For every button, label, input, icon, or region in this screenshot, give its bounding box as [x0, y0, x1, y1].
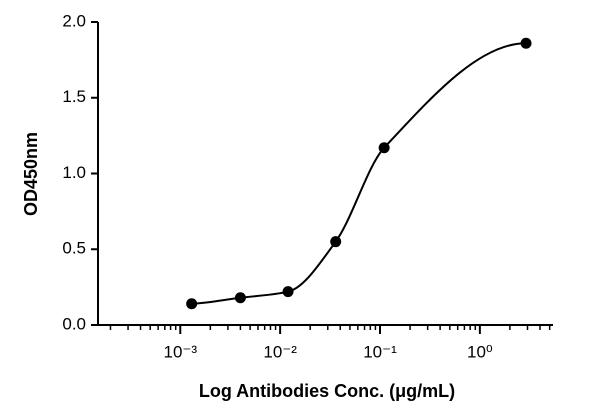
- x-tick-label: 10⁻¹: [363, 342, 397, 361]
- x-tick-label: 10⁻³: [164, 342, 198, 361]
- data-point: [520, 37, 532, 49]
- data-point: [186, 298, 198, 310]
- x-axis-title: Log Antibodies Conc. (μg/mL): [199, 381, 455, 401]
- y-tick-label: 2.0: [62, 11, 86, 30]
- y-tick-label: 1.0: [62, 163, 86, 182]
- data-point: [282, 286, 294, 298]
- y-tick-label: 0.0: [62, 314, 86, 333]
- data-point: [378, 142, 390, 154]
- x-tick-label: 10⁻²: [263, 342, 297, 361]
- data-point: [234, 292, 246, 304]
- fit-curve: [191, 42, 527, 305]
- y-tick-label: 0.5: [62, 239, 86, 258]
- x-tick-label: 10⁰: [467, 342, 493, 361]
- data-point: [330, 236, 342, 248]
- y-tick-label: 1.5: [62, 87, 86, 106]
- y-axis-title: OD450nm: [21, 132, 41, 216]
